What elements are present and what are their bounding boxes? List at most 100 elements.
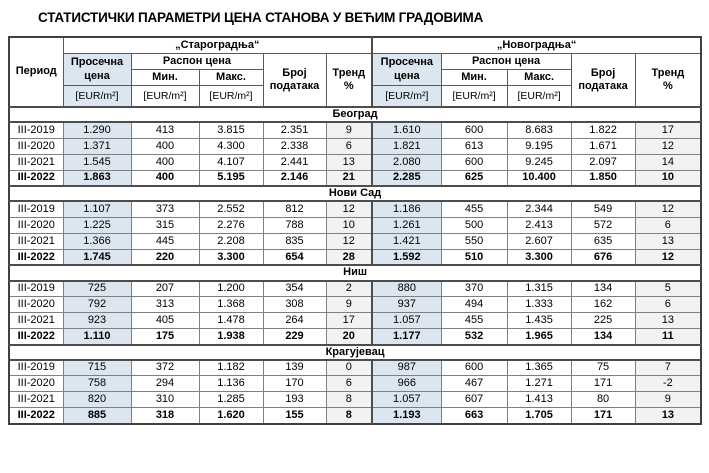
value-cell: 663: [440, 407, 508, 425]
value-cell: 354: [262, 280, 327, 298]
value-cell: 155: [262, 407, 327, 425]
data-row: III-2021 1.545 400 4.107 2.441 13 2.080 600 9.24…: [8, 153, 702, 171]
value-cell: 3.300: [506, 248, 572, 266]
period-cell: III-2019: [8, 359, 64, 377]
value-cell: 5.195: [198, 169, 264, 187]
value-cell: 1.057: [371, 391, 442, 409]
period-cell: III-2021: [8, 312, 64, 330]
value-cell: 715: [62, 359, 132, 377]
header-period: Период: [8, 36, 64, 108]
value-cell: 467: [440, 375, 508, 393]
value-cell: 1.545: [62, 153, 132, 171]
header-avg-price-staro: Просечна цена: [62, 53, 132, 86]
header-max-staro: Макс.: [198, 69, 264, 86]
period-cell: III-2021: [8, 232, 64, 250]
value-cell: 80: [570, 391, 636, 409]
value-cell: 14: [634, 153, 702, 171]
value-cell: 494: [440, 296, 508, 314]
header-trend-novo: Тренд%: [634, 53, 702, 108]
period-cell: III-2019: [8, 200, 64, 218]
value-cell: 171: [570, 375, 636, 393]
value-cell: 162: [570, 296, 636, 314]
value-cell: 758: [62, 375, 132, 393]
value-cell: 13: [634, 407, 702, 425]
value-cell: 170: [262, 375, 327, 393]
value-cell: 1.365: [506, 359, 572, 377]
value-cell: 12: [634, 248, 702, 266]
header-data-count-novo: Број података: [570, 53, 636, 108]
value-cell: 11: [634, 328, 702, 346]
value-cell: 966: [371, 375, 442, 393]
city-band-row: Београд: [8, 105, 702, 124]
value-cell: 1.421: [371, 232, 442, 250]
value-cell: 987: [371, 359, 442, 377]
city-band-row: Крагујевац: [8, 343, 702, 361]
value-cell: 10: [325, 216, 373, 234]
value-cell: 6: [325, 375, 373, 393]
header-group-starogradnja: „Староградња“: [62, 36, 373, 54]
city-band-row: Ниш: [8, 264, 702, 282]
value-cell: 4.107: [198, 153, 264, 171]
unit-min-novo: [EUR/m²]: [440, 85, 508, 108]
value-cell: 880: [371, 280, 442, 298]
data-row: III-2022 1.110 175 1.938 229 20 1.177 532 1.965 1…: [8, 328, 702, 346]
value-cell: 572: [570, 216, 636, 234]
value-cell: 1.193: [371, 407, 442, 425]
value-cell: 7: [634, 359, 702, 377]
unit-avg-staro: [EUR/m²]: [62, 85, 132, 108]
value-cell: 17: [325, 312, 373, 330]
value-cell: 549: [570, 200, 636, 218]
value-cell: 318: [130, 407, 200, 425]
value-cell: 788: [262, 216, 327, 234]
page-title: СТАТИСТИЧКИ ПАРАМЕТРИ ЦЕНА СТАНОВА У ВЕЋ…: [38, 10, 484, 25]
value-cell: 820: [62, 391, 132, 409]
data-row: III-2019 1.107 373 2.552 812 12 1.186 455 2.344 5…: [8, 200, 702, 218]
value-cell: 405: [130, 312, 200, 330]
value-cell: 1.371: [62, 137, 132, 155]
value-cell: 792: [62, 296, 132, 314]
value-cell: 8: [325, 407, 373, 425]
data-row: III-2021 923 405 1.478 264 17 1.057 455 1.435 225…: [8, 312, 702, 330]
period-cell: III-2021: [8, 153, 64, 171]
header-min-staro: Мин.: [130, 69, 200, 86]
value-cell: 2.285: [371, 169, 442, 187]
header-price-range-novo: Распон цена: [440, 53, 572, 70]
value-cell: 613: [440, 137, 508, 155]
value-cell: 2.097: [570, 153, 636, 171]
value-cell: 1.225: [62, 216, 132, 234]
value-cell: 1.366: [62, 232, 132, 250]
value-cell: 725: [62, 280, 132, 298]
unit-avg-novo: [EUR/m²]: [371, 85, 442, 108]
header-row-minmax: Мин. Макс. Мин. Макс.: [9, 69, 701, 86]
value-cell: 1.057: [371, 312, 442, 330]
value-cell: 885: [62, 407, 132, 425]
city-name: Ниш: [8, 264, 702, 282]
value-cell: 207: [130, 280, 200, 298]
value-cell: 1.333: [506, 296, 572, 314]
period-cell: III-2022: [8, 248, 64, 266]
city-band-row: Нови Сад: [8, 185, 702, 203]
value-cell: 1.965: [506, 328, 572, 346]
value-cell: 9.195: [506, 137, 572, 155]
value-cell: 139: [262, 359, 327, 377]
value-cell: 2.552: [198, 200, 264, 218]
data-row: III-2019 715 372 1.182 139 0 987 600 1.365 75 7: [8, 359, 702, 377]
value-cell: 635: [570, 232, 636, 250]
unit-max-novo: [EUR/m²]: [506, 85, 572, 108]
value-cell: 2.208: [198, 232, 264, 250]
value-cell: 8.683: [506, 121, 572, 139]
value-cell: 923: [62, 312, 132, 330]
value-cell: 2.338: [262, 137, 327, 155]
value-cell: 0: [325, 359, 373, 377]
value-cell: 9: [325, 296, 373, 314]
value-cell: 10: [634, 169, 702, 187]
value-cell: 532: [440, 328, 508, 346]
data-row: III-2019 725 207 1.200 354 2 880 370 1.315 134 5: [8, 280, 702, 298]
header-price-range-staro: Распон цена: [130, 53, 264, 70]
data-row: III-2022 885 318 1.620 155 8 1.193 663 1.705 171 1…: [8, 407, 702, 425]
value-cell: 12: [634, 200, 702, 218]
value-cell: 400: [130, 137, 200, 155]
value-cell: 455: [440, 200, 508, 218]
city-name: Нови Сад: [8, 185, 702, 203]
value-cell: 2.276: [198, 216, 264, 234]
